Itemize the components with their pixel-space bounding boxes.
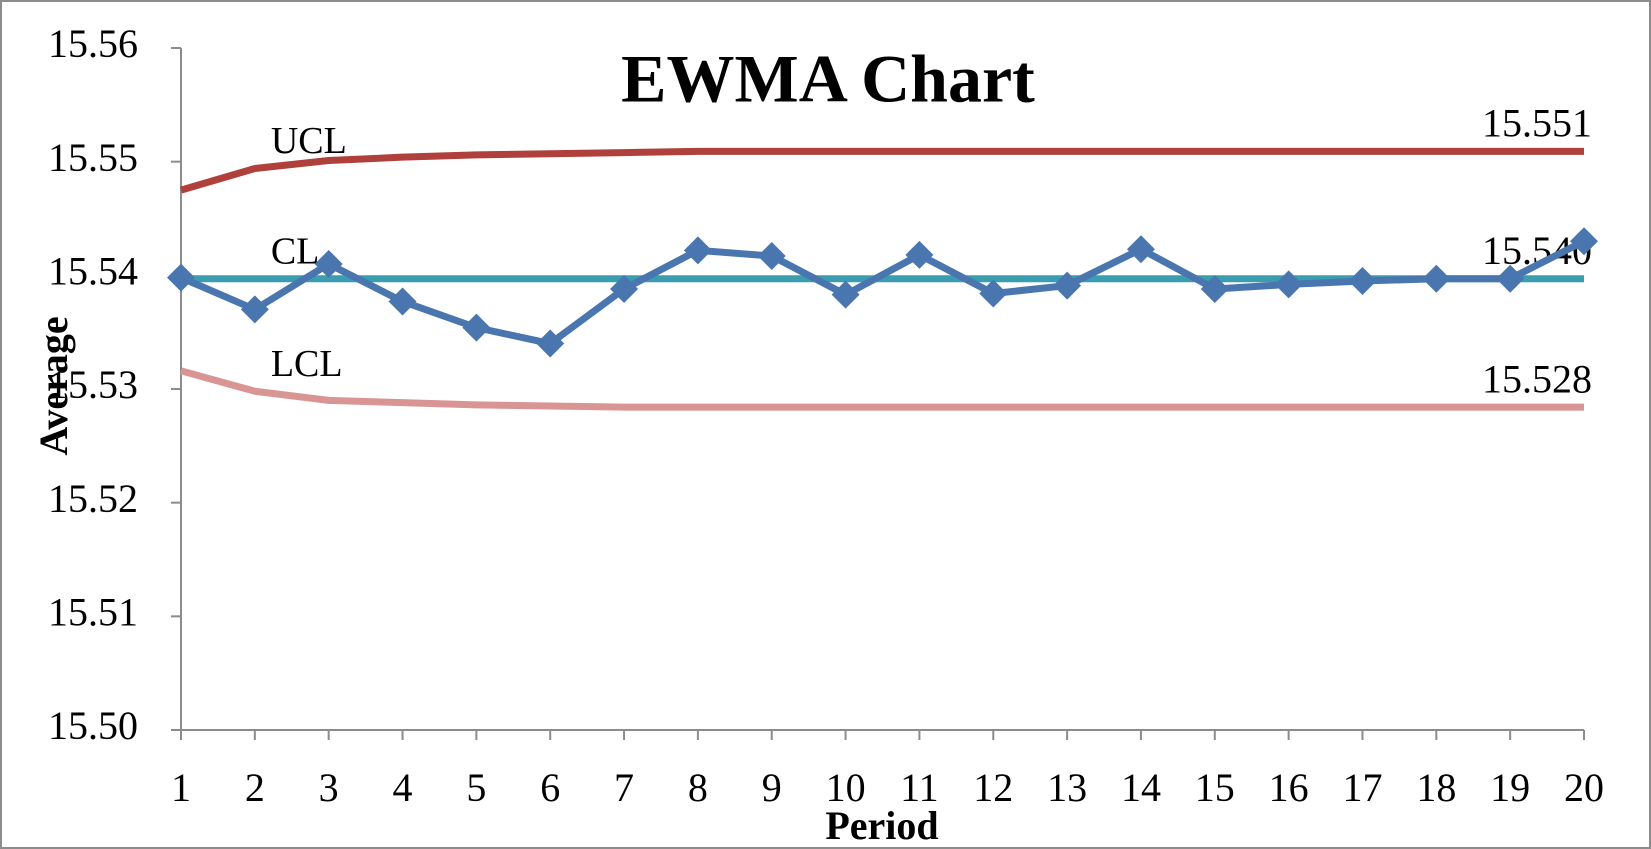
series-label: CL [271, 230, 320, 272]
y-tick-label: 15.55 [48, 135, 138, 180]
y-tick-label: 15.50 [48, 703, 138, 748]
x-tick-label: 7 [614, 765, 634, 810]
y-tick-label: 15.54 [48, 249, 138, 294]
x-tick-label: 4 [393, 765, 413, 810]
x-tick-label: 2 [245, 765, 265, 810]
y-tick-label: 15.52 [48, 476, 138, 521]
data-point [1126, 235, 1155, 264]
x-tick-label: 11 [900, 765, 939, 810]
data-point [462, 313, 491, 342]
data-point [1570, 227, 1598, 256]
data-point [683, 236, 712, 265]
data-point [536, 329, 565, 358]
x-tick-label: 1 [171, 765, 191, 810]
data-point [1496, 264, 1525, 293]
data-label: 15.528 [1482, 356, 1592, 401]
x-tick-label: 16 [1269, 765, 1309, 810]
x-tick-label: 6 [540, 765, 560, 810]
data-point [1422, 264, 1451, 293]
y-tick-label: 15.56 [48, 21, 138, 66]
series-line [180, 147, 1584, 194]
data-point [979, 279, 1008, 308]
data-point [905, 240, 934, 269]
data-point [831, 280, 860, 309]
data-point [388, 287, 417, 316]
x-tick-label: 20 [1564, 765, 1604, 810]
series-line [180, 367, 1584, 411]
x-tick-label: 18 [1416, 765, 1456, 810]
data-point [167, 263, 195, 292]
x-tick-label: 5 [466, 765, 486, 810]
x-tick-label: 3 [319, 765, 339, 810]
x-axis-title: Period [825, 803, 938, 848]
x-tick-label: 17 [1342, 765, 1382, 810]
data-point [1348, 267, 1377, 296]
y-tick-label: 15.53 [48, 362, 138, 407]
data-point [240, 295, 269, 324]
y-tick-label: 15.51 [48, 590, 138, 635]
data-point [610, 274, 639, 303]
x-tick-label: 13 [1047, 765, 1087, 810]
x-tick-label: 10 [826, 765, 866, 810]
x-tick-label: 14 [1121, 765, 1161, 810]
x-tick-label: 15 [1195, 765, 1235, 810]
data-point [314, 249, 343, 278]
y-axis-title: Average [31, 316, 76, 455]
x-tick-label: 19 [1490, 765, 1530, 810]
chart-title: EWMA Chart [621, 41, 1035, 117]
data-point [1200, 274, 1229, 303]
series-label: UCL [271, 120, 347, 162]
data-point [1274, 270, 1303, 299]
x-tick-label: 12 [973, 765, 1013, 810]
data-label: 15.551 [1482, 101, 1592, 146]
data-point [1053, 271, 1082, 300]
x-tick-label: 9 [762, 765, 782, 810]
x-tick-label: 8 [688, 765, 708, 810]
series-label: LCL [271, 343, 343, 385]
data-point [757, 242, 786, 271]
